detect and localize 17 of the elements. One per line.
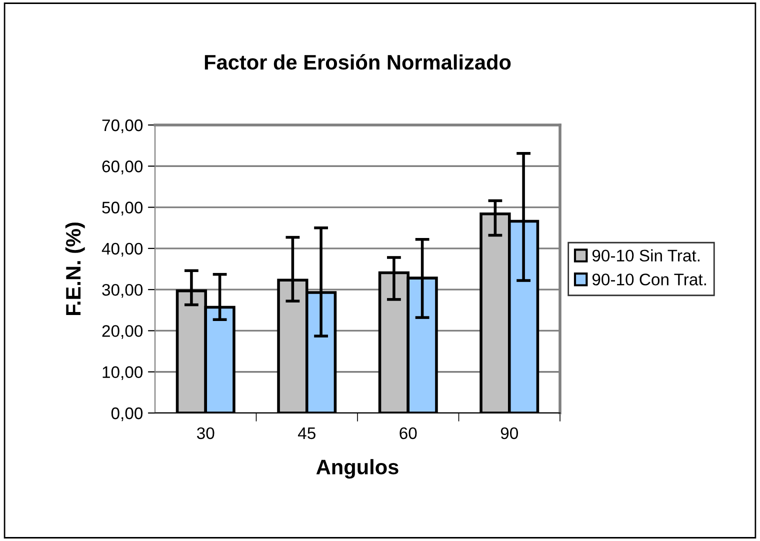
y-axis-title: F.E.N. (%) bbox=[65, 222, 85, 316]
y-tick-label: 20,00 bbox=[102, 325, 143, 339]
legend-label: 90-10 Con Trat. bbox=[592, 274, 706, 286]
x-tick-label: 60 bbox=[400, 427, 417, 440]
chart-title: Factor de Erosión Normalizado bbox=[204, 54, 511, 70]
x-tick-label: 30 bbox=[196, 427, 214, 440]
x-axis-title: Angulos bbox=[316, 459, 398, 479]
x-tick-label: 90 bbox=[500, 427, 518, 440]
y-tick-label: 10,00 bbox=[102, 366, 143, 380]
y-tick-label: 60,00 bbox=[102, 160, 143, 174]
y-tick-label: 30,00 bbox=[102, 284, 143, 298]
y-tick-label: 0,00 bbox=[111, 407, 143, 422]
y-tick-label: 70,00 bbox=[102, 119, 143, 134]
y-tick-label: 50,00 bbox=[102, 202, 143, 216]
x-tick-label: 45 bbox=[298, 428, 316, 440]
legend-label: 90-10 Sin Trat. bbox=[592, 249, 700, 262]
y-tick-label: 40,00 bbox=[102, 242, 143, 257]
